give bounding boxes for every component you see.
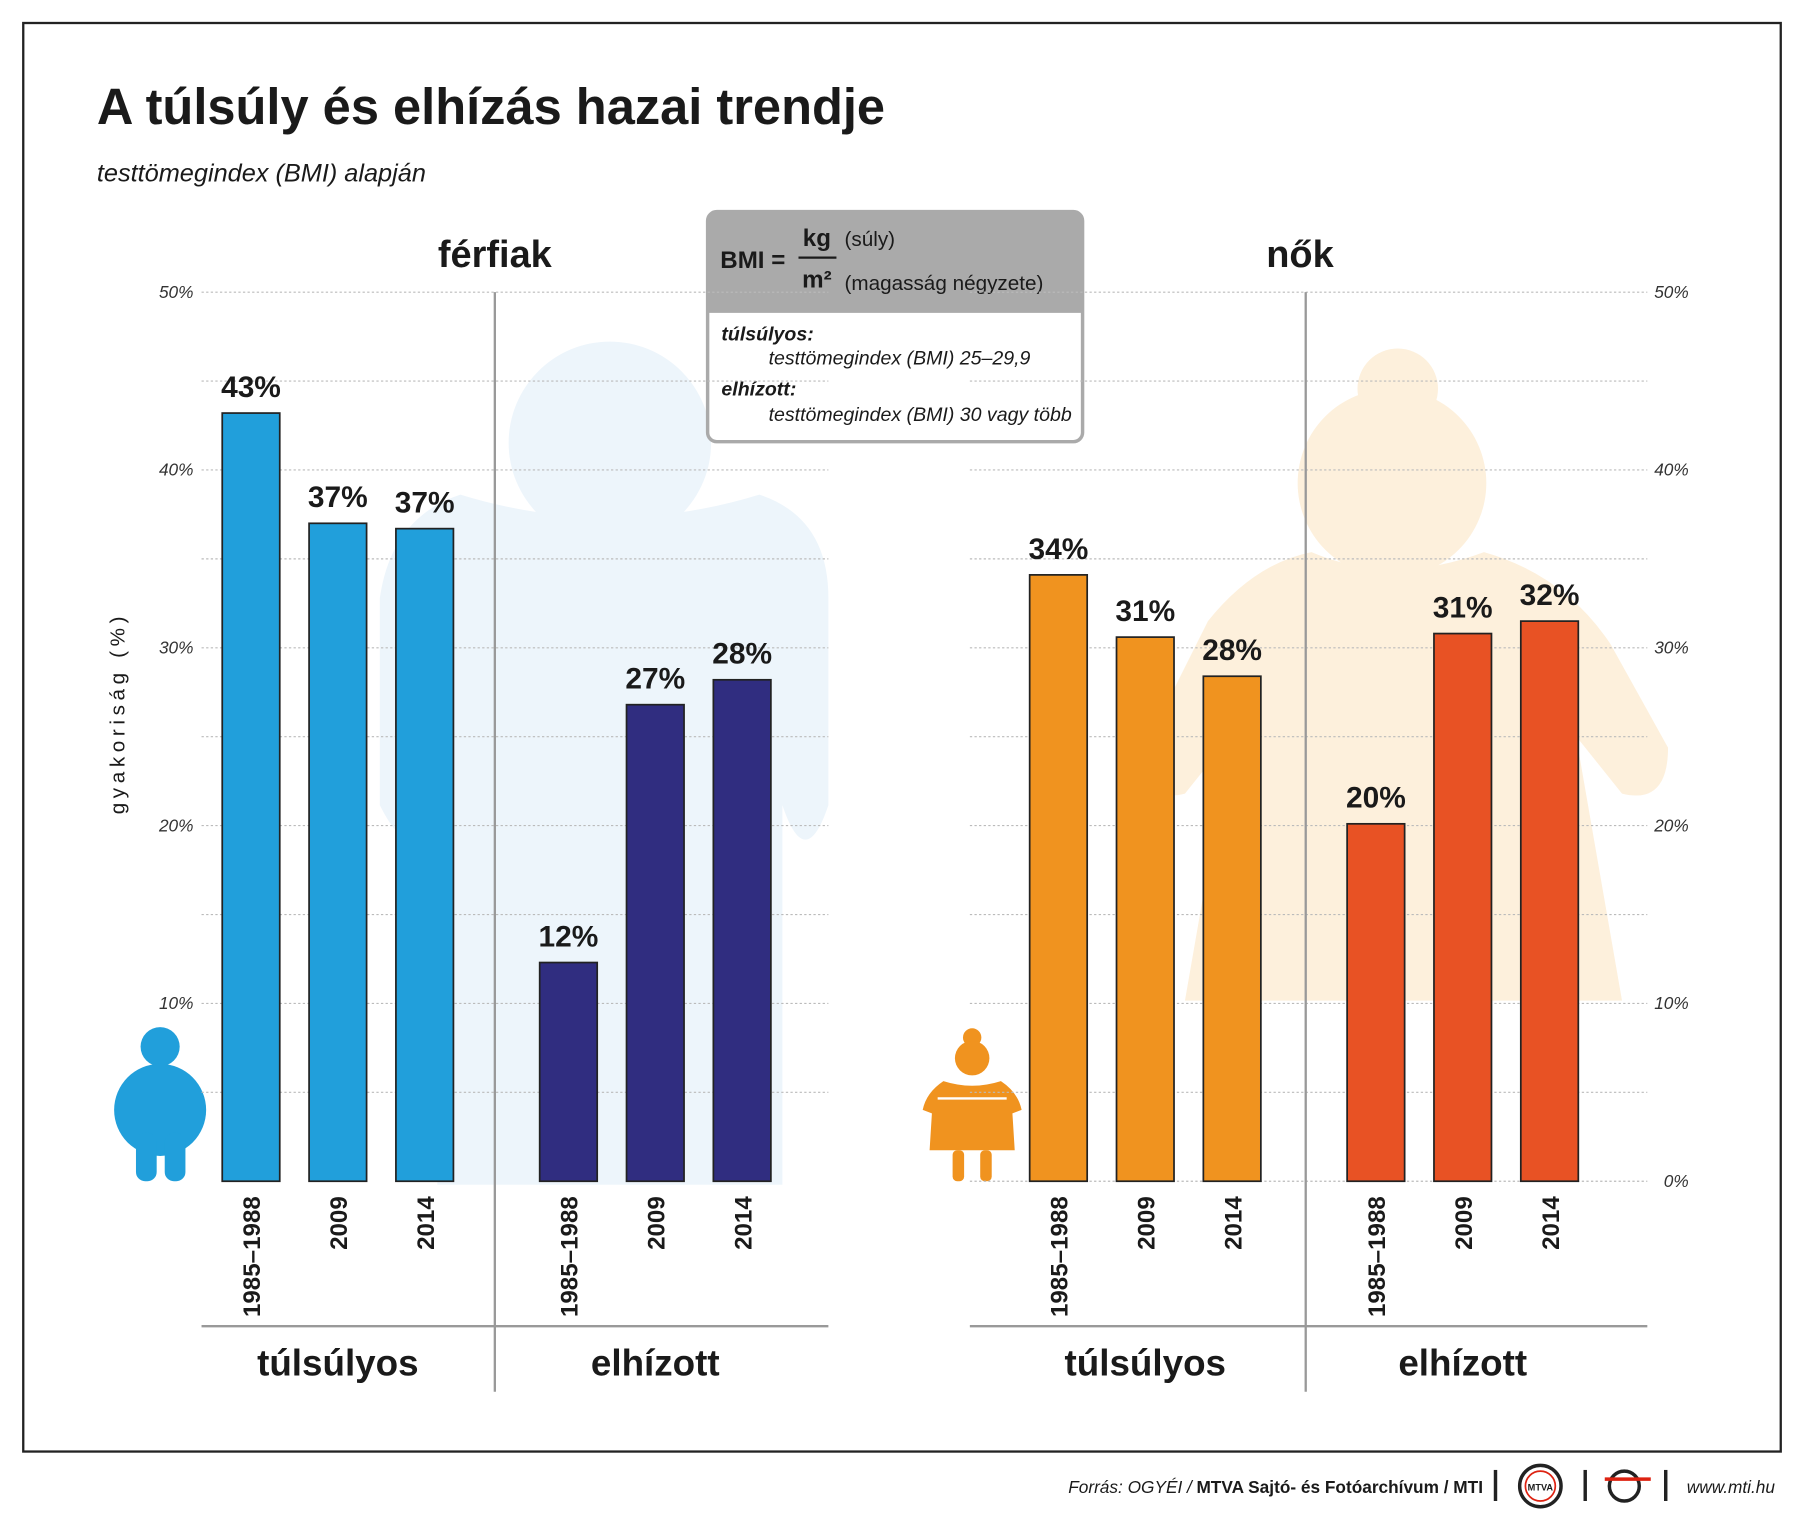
- woman-icon: [922, 1028, 1022, 1182]
- x-tick-label: 1985–1988: [557, 1196, 584, 1317]
- group-label: túlsúlyos: [1064, 1343, 1226, 1384]
- logo-ring: [1524, 1470, 1557, 1502]
- x-tick-label: 2009: [1451, 1196, 1478, 1250]
- logo-text: MTVA: [1528, 1483, 1554, 1493]
- source-main: MTVA Sajtó- és Fotóarchívum / MTI: [1196, 1477, 1483, 1497]
- box-header: [707, 211, 1083, 313]
- panel-title: nők: [1266, 234, 1334, 276]
- value-label: 28%: [1202, 634, 1262, 667]
- value-label: 37%: [395, 487, 455, 520]
- x-tick-label: 2009: [326, 1196, 353, 1250]
- panel: férfiak 10% 20% 30% 40% 50% 43% 1985–1988 37% 200…: [158, 234, 829, 1392]
- bmi-denominator: m²: [802, 267, 832, 294]
- value-label: 31%: [1433, 591, 1493, 624]
- y-tick-label: 30%: [1654, 638, 1689, 658]
- bar: [625, 703, 685, 1183]
- term: túlsúlyos:: [721, 323, 813, 345]
- y-tick-label: 10%: [159, 993, 194, 1013]
- bar: [308, 522, 368, 1183]
- man-icon: [114, 1027, 207, 1182]
- panel: nők 0% 10% 20% 30% 40% 50% 34% 1985–1988 31% 2009 2…: [969, 234, 1689, 1392]
- x-tick-label: 2014: [1220, 1196, 1247, 1250]
- value-label: 20%: [1346, 782, 1406, 815]
- x-tick-label: 1985–1988: [239, 1196, 266, 1317]
- footer: Forrás: OGYÉI / MTVA Sajtó- és Fotóarchí…: [1068, 1463, 1776, 1509]
- x-tick-label: 1985–1988: [1047, 1196, 1074, 1317]
- bar: [1115, 636, 1175, 1183]
- title: A túlsúly és elhízás hazai trendje: [97, 78, 885, 135]
- bmi-box: BMI = kg m² (súly) (magasság négyzete) t…: [705, 209, 1085, 444]
- y-tick-label: 0%: [1664, 1171, 1689, 1191]
- mti-logo: [1607, 1469, 1641, 1503]
- x-tick-label: 2009: [643, 1196, 670, 1250]
- y-tick-label: 40%: [159, 460, 194, 480]
- x-tick-label: 2014: [730, 1196, 757, 1250]
- value-label: 34%: [1029, 533, 1089, 566]
- value-label: 27%: [625, 663, 685, 696]
- y-tick-label: 20%: [1653, 815, 1689, 835]
- value-label: 12%: [539, 920, 599, 953]
- definition: testtömegindex (BMI) 25–29,9: [769, 348, 1031, 370]
- y-tick-label: 30%: [159, 638, 194, 658]
- definition: testtömegindex (BMI) 30 vagy több: [769, 404, 1072, 426]
- bar: [395, 527, 455, 1183]
- value-label: 31%: [1115, 595, 1175, 628]
- bar: [538, 961, 599, 1183]
- group-label: elhízott: [591, 1343, 720, 1384]
- source-prefix: Forrás: OGYÉI /: [1068, 1477, 1194, 1497]
- group-label: túlsúlyos: [257, 1343, 419, 1384]
- x-tick-label: 2014: [1538, 1196, 1565, 1250]
- bar: [712, 678, 772, 1183]
- logo-ring: [1517, 1463, 1563, 1509]
- y-tick-label: 20%: [158, 815, 194, 835]
- group-label: elhízott: [1398, 1343, 1527, 1384]
- panel-title: férfiak: [438, 234, 553, 276]
- bar: [1433, 632, 1493, 1183]
- y-tick-label: 50%: [1654, 282, 1689, 302]
- bmi-numerator: kg: [803, 225, 831, 252]
- denominator-note: (magasság négyzete): [844, 272, 1043, 295]
- y-axis-label: gyakoriság (%): [106, 612, 129, 814]
- bar: [221, 412, 281, 1183]
- value-label: 37%: [308, 481, 368, 514]
- bar: [1028, 574, 1089, 1183]
- y-tick-label: 50%: [159, 282, 194, 302]
- bmi-lhs: BMI =: [720, 247, 785, 274]
- source-url: www.mti.hu: [1687, 1477, 1776, 1497]
- subtitle: testtömegindex (BMI) alapján: [97, 160, 426, 188]
- bar: [1346, 822, 1406, 1183]
- bar: [1519, 620, 1580, 1183]
- x-tick-label: 2014: [413, 1196, 440, 1250]
- x-tick-label: 2009: [1133, 1196, 1160, 1250]
- y-tick-label: 40%: [1654, 460, 1689, 480]
- x-tick-label: 1985–1988: [1364, 1196, 1391, 1317]
- value-label: 43%: [221, 371, 281, 404]
- value-label: 32%: [1520, 579, 1580, 612]
- frame: [22, 21, 1782, 1453]
- bar: [1202, 675, 1262, 1183]
- numerator-note: (súly): [844, 228, 895, 251]
- y-tick-label: 10%: [1654, 993, 1689, 1013]
- term: elhízott:: [721, 379, 796, 401]
- value-label: 28%: [712, 638, 772, 671]
